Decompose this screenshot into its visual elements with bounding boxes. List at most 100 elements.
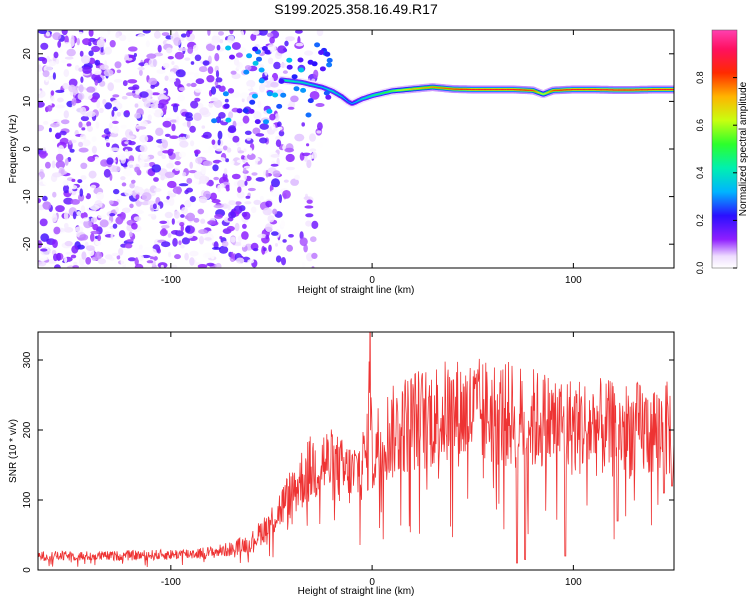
noise-blob xyxy=(91,45,101,53)
ridge-mark xyxy=(490,88,493,91)
noise-blob xyxy=(155,127,164,136)
ridge-mark xyxy=(551,90,553,92)
noise-blob xyxy=(269,113,276,121)
noise-blob xyxy=(223,197,229,204)
noise-blob xyxy=(211,199,221,204)
ridge-mark xyxy=(570,88,573,91)
noise-blob xyxy=(144,62,149,69)
noise-blob xyxy=(325,94,332,100)
y-tick-label: -20 xyxy=(22,237,33,252)
noise-blob xyxy=(116,69,122,74)
ridge-mark xyxy=(661,88,663,91)
ridge-mark xyxy=(512,88,515,91)
noise-blob xyxy=(86,121,92,127)
noise-blob xyxy=(78,84,84,93)
noise-blob xyxy=(153,188,162,192)
noise-blob xyxy=(268,244,272,252)
ridge-mark xyxy=(304,82,307,85)
noise-blob xyxy=(218,85,226,92)
noise-blob xyxy=(210,192,217,201)
noise-blob xyxy=(178,47,187,52)
noise-blob xyxy=(64,222,69,230)
noise-blob xyxy=(173,37,182,46)
ridge-mark xyxy=(662,88,664,91)
ridge-mark xyxy=(441,87,443,89)
noise-blob xyxy=(244,130,252,135)
ridge-mark xyxy=(373,94,376,96)
ridge-mark xyxy=(476,88,478,91)
noise-blob xyxy=(267,57,274,65)
ridge-mark xyxy=(524,89,527,91)
noise-blob xyxy=(290,95,299,103)
noise-blob xyxy=(166,47,173,54)
noise-blob xyxy=(186,177,193,184)
noise-blob xyxy=(309,91,320,100)
noise-blob xyxy=(187,46,194,54)
ridge-mark xyxy=(667,88,669,91)
noise-blob xyxy=(126,57,133,61)
ridge-mark xyxy=(554,89,557,92)
y-tick-label: 200 xyxy=(22,421,33,438)
ridge-mark xyxy=(338,94,341,97)
ridge-mark xyxy=(343,97,346,100)
noise-blob xyxy=(38,88,41,95)
noise-blob xyxy=(300,87,307,93)
noise-blob xyxy=(180,214,185,218)
noise-blob xyxy=(143,246,154,251)
ridge-mark xyxy=(533,90,535,92)
noise-blob xyxy=(150,248,157,257)
ridge-mark xyxy=(649,88,651,91)
noise-blob xyxy=(63,69,70,78)
noise-blob xyxy=(162,120,172,128)
noise-blob xyxy=(309,148,317,152)
noise-blob xyxy=(193,72,200,78)
noise-blob xyxy=(42,70,50,78)
ridge-mark xyxy=(597,88,599,91)
noise-blob xyxy=(115,157,119,165)
ridge-mark xyxy=(574,88,576,91)
noise-blob xyxy=(112,94,120,98)
noise-blob xyxy=(252,46,259,52)
noise-blob xyxy=(243,148,247,153)
noise-blob xyxy=(158,99,169,106)
noise-blob xyxy=(287,106,295,110)
snr-plot-area xyxy=(38,332,674,570)
ridge-mark xyxy=(341,95,343,98)
ridge-mark xyxy=(422,87,424,89)
noise-blob xyxy=(104,254,113,260)
noise-blob xyxy=(112,120,119,124)
ridge-mark xyxy=(384,91,387,94)
noise-blob xyxy=(124,141,130,145)
noise-blob xyxy=(63,184,70,194)
noise-blob xyxy=(112,125,119,134)
noise-blob xyxy=(134,166,141,173)
ridge-mark xyxy=(582,88,585,91)
noise-blob xyxy=(48,127,52,133)
y-tick-label: 0 xyxy=(22,567,33,573)
noise-blob xyxy=(185,134,190,139)
noise-blob xyxy=(111,109,115,117)
noise-blob xyxy=(54,264,61,268)
noise-blob xyxy=(175,230,184,237)
noise-blob xyxy=(108,200,114,205)
ridge-mark xyxy=(560,89,563,91)
ridge-mark xyxy=(417,87,419,90)
noise-blob xyxy=(38,198,42,204)
ridge-mark xyxy=(347,100,349,103)
noise-blob xyxy=(228,125,237,133)
ridge-mark xyxy=(599,88,602,91)
colorbar-tick-label: 0.8 xyxy=(695,71,705,84)
noise-blob xyxy=(307,59,314,65)
ridge-mark xyxy=(658,88,661,91)
noise-blob xyxy=(165,117,172,121)
noise-blob xyxy=(139,129,143,133)
noise-blob xyxy=(230,160,235,165)
noise-blob xyxy=(80,175,87,180)
noise-blob xyxy=(197,264,208,268)
noise-blob xyxy=(256,56,262,62)
noise-blob xyxy=(57,145,65,154)
noise-blob xyxy=(211,139,216,145)
noise-blob xyxy=(95,240,102,246)
noise-blob xyxy=(193,149,201,155)
ridge-mark xyxy=(396,89,399,92)
